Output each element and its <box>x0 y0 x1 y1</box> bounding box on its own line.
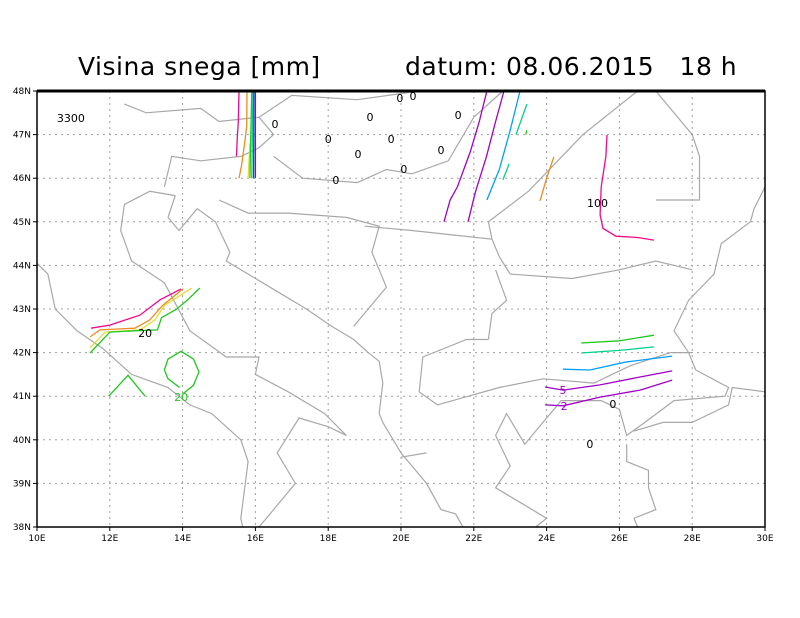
y-tick-label: 44N <box>13 261 31 271</box>
x-tick-label: 14E <box>174 534 191 544</box>
coastline <box>487 269 508 340</box>
coastline <box>626 444 657 528</box>
y-tick-label: 45N <box>13 218 31 228</box>
contour-label: 0 <box>388 133 395 146</box>
contour-label: 20 <box>174 391 188 404</box>
contour-label: 0 <box>410 90 417 103</box>
contour-line <box>562 355 673 371</box>
contour-label: 0 <box>400 163 407 176</box>
contour-line <box>247 143 251 179</box>
contour-line <box>581 346 655 354</box>
contour-lines <box>89 90 673 407</box>
contour-label: 0 <box>455 109 462 122</box>
contour-line <box>89 287 193 349</box>
contour-line <box>249 90 253 179</box>
contour-line <box>581 334 655 344</box>
coastline <box>36 262 249 528</box>
contour-label: 100 <box>587 197 608 210</box>
x-tick-label: 16E <box>247 534 264 544</box>
coastline <box>487 90 638 240</box>
map-title: Visina snega [mm] <box>78 52 321 81</box>
grid-lines <box>37 91 765 527</box>
coastline <box>258 90 420 118</box>
contour-line <box>486 90 521 201</box>
contour-label: 20 <box>138 327 152 340</box>
contour-line <box>539 156 555 202</box>
contour-line <box>544 370 673 391</box>
contour-line <box>238 90 248 179</box>
contour-label: 0 <box>609 398 616 411</box>
contour-line <box>502 163 510 181</box>
contour-line <box>108 374 146 397</box>
contour-line <box>515 103 528 135</box>
coastline <box>494 186 766 528</box>
contour-label: 5 <box>559 384 566 397</box>
contour-line <box>599 134 655 241</box>
coastline <box>655 90 701 201</box>
contour-line <box>467 90 505 222</box>
coastline <box>273 90 504 184</box>
contour-label: 0 <box>272 118 279 131</box>
contour-line <box>251 90 254 179</box>
y-tick-label: 46N <box>13 174 31 184</box>
contour-line <box>235 90 240 157</box>
contour-line <box>443 90 488 222</box>
contour-line <box>545 379 673 407</box>
contour-label: 3300 <box>57 112 85 125</box>
coastline <box>120 190 347 528</box>
map-date: datum: 08.06.2015 18 h <box>405 52 738 81</box>
contour-label: 0 <box>586 438 593 451</box>
x-tick-label: 28E <box>684 534 701 544</box>
y-tick-label: 48N <box>13 87 31 97</box>
contour-label: 0 <box>367 111 374 124</box>
x-tick-label: 12E <box>101 534 118 544</box>
y-tick-label: 42N <box>13 349 31 359</box>
x-tick-label: 18E <box>320 534 337 544</box>
contour-label: 0 <box>396 92 403 105</box>
coastline <box>167 195 464 528</box>
coastline <box>633 386 766 432</box>
y-tick-label: 38N <box>13 523 31 533</box>
y-tick-label: 40N <box>13 436 31 446</box>
contour-label: 2 <box>561 400 568 413</box>
y-tick-label: 41N <box>13 392 31 402</box>
coastline <box>400 452 427 458</box>
y-tick-label: 47N <box>13 131 31 141</box>
contour-line <box>525 130 528 135</box>
contour-line <box>90 288 182 329</box>
x-tick-label: 24E <box>538 534 555 544</box>
contour-line <box>89 287 201 354</box>
coastline <box>364 225 693 280</box>
x-tick-label: 26E <box>611 534 628 544</box>
contour-label: 0 <box>325 133 332 146</box>
x-tick-label: 20E <box>392 534 409 544</box>
contour-line <box>89 288 184 338</box>
x-tick-label: 22E <box>465 534 482 544</box>
y-tick-label: 43N <box>13 305 31 315</box>
coastline <box>418 338 693 406</box>
contour-line <box>163 350 200 395</box>
x-tick-label: 30E <box>756 534 773 544</box>
y-tick-label: 39N <box>13 479 31 489</box>
x-tick-label: 10E <box>28 534 45 544</box>
contour-label: 0 <box>355 148 362 161</box>
axis-ticks: 10E 12E 14E 16E 18E 20E 22E 24E 26E 28E 30E 38N 39N 4… <box>13 87 774 544</box>
contour-label: 0 <box>332 174 339 187</box>
contour-label: 0 <box>438 144 445 157</box>
